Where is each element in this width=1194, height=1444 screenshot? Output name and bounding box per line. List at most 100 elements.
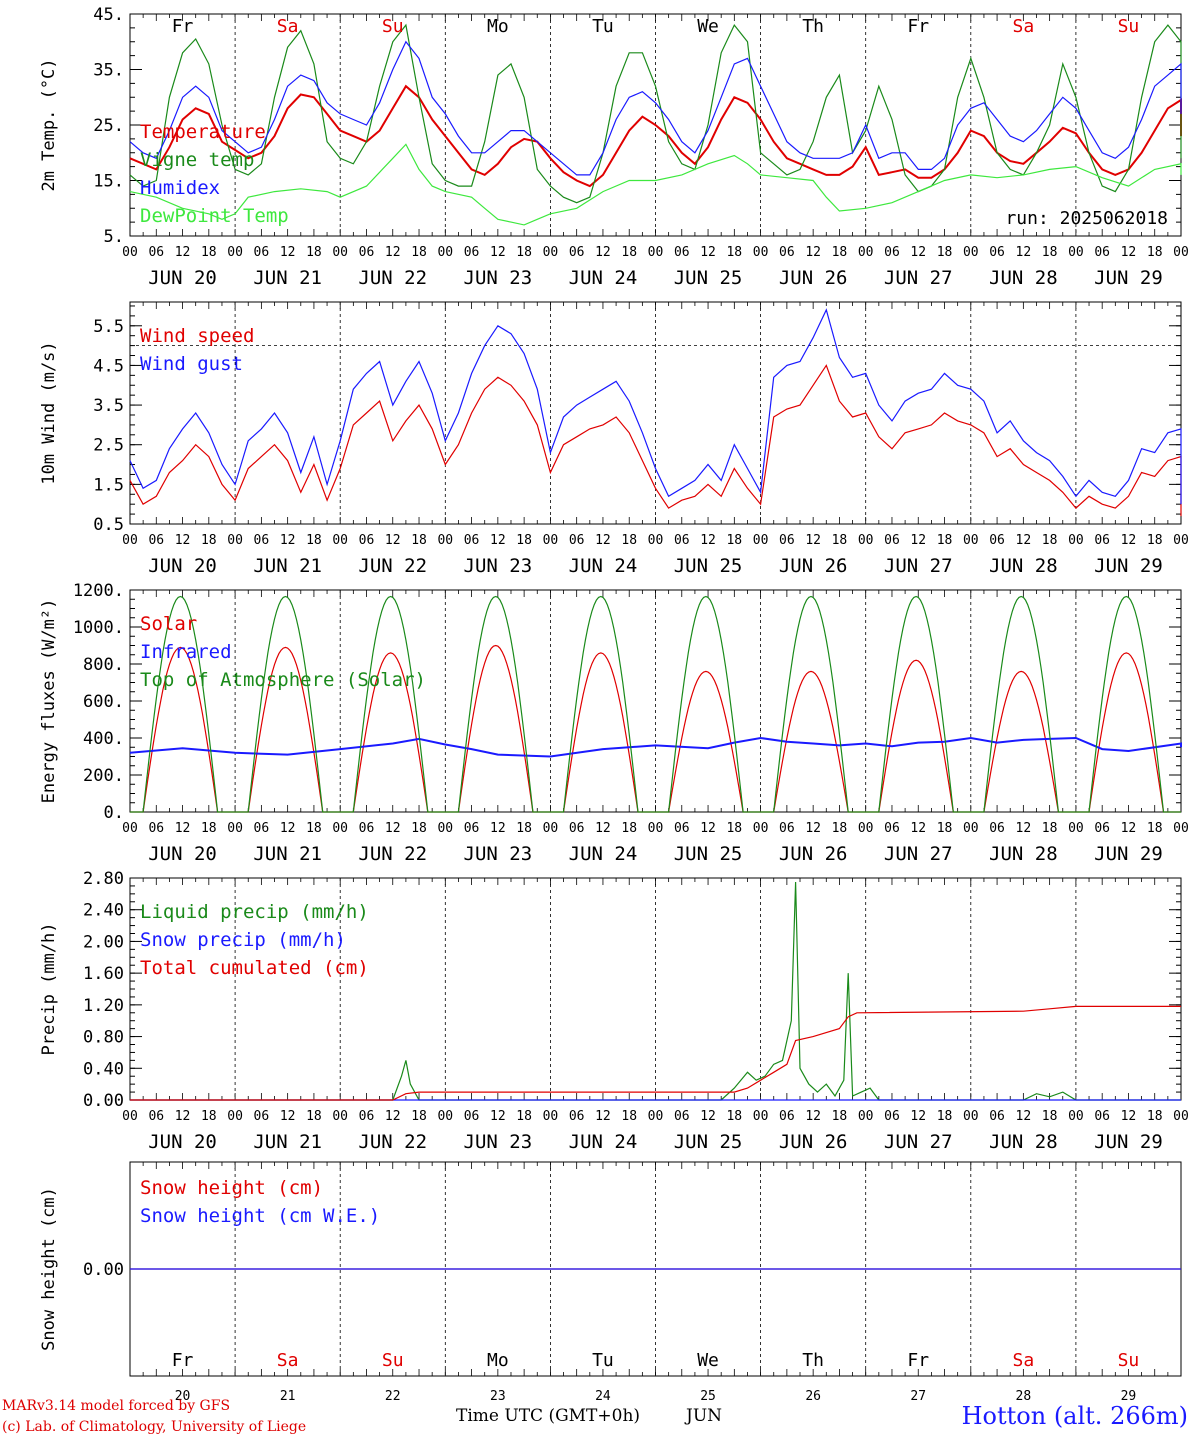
y-tick-label: 0.00	[83, 1091, 124, 1111]
hour-tick-label: 12	[175, 533, 191, 548]
hour-tick-label: 18	[726, 245, 742, 260]
y-tick-label: 0.40	[83, 1059, 124, 1079]
date-label: JUN 20	[148, 555, 217, 577]
hour-tick-label: 12	[595, 533, 611, 548]
hour-tick-label: 12	[805, 533, 821, 548]
weekday-label: Sa	[1013, 1350, 1035, 1371]
panel-flux	[129, 589, 1182, 813]
hour-tick-label: 06	[254, 533, 270, 548]
hour-tick-label: 18	[1042, 533, 1058, 548]
hour-tick-label: 06	[674, 245, 690, 260]
day-number-label: 20	[175, 1389, 191, 1404]
hour-tick-label: 12	[280, 245, 296, 260]
hour-tick-label: 00	[227, 533, 243, 548]
weekday-label: Su	[1118, 16, 1140, 37]
hour-tick-label: 12	[1016, 533, 1032, 548]
y-tick-label: 5.5	[93, 317, 124, 337]
hour-tick-label: 18	[832, 533, 848, 548]
hour-tick-label: 12	[910, 821, 926, 836]
date-label: JUN 25	[674, 843, 743, 865]
hour-tick-label: 12	[175, 245, 191, 260]
y-axis-title: Snow height (cm)	[39, 1187, 59, 1351]
hour-tick-label: 06	[1094, 245, 1110, 260]
date-label: JUN 29	[1094, 555, 1163, 577]
series-line-wind-gust	[129, 308, 1182, 505]
hour-tick-label: 12	[700, 245, 716, 260]
y-axis-title: 10m Wind (m/s)	[39, 341, 59, 484]
hour-tick-label: 06	[884, 533, 900, 548]
hour-tick-label: 00	[963, 1109, 979, 1124]
hour-tick-label: 00	[858, 533, 874, 548]
hour-tick-label: 00	[858, 245, 874, 260]
hour-tick-label: 00	[122, 1109, 138, 1124]
hour-tick-label: 18	[1042, 245, 1058, 260]
y-tick-label: 2.5	[93, 436, 124, 456]
weekday-label: Tu	[592, 1350, 614, 1371]
weekday-label: Sa	[277, 1350, 299, 1371]
hour-tick-label: 06	[674, 533, 690, 548]
legend-entry: Vigne temp	[140, 149, 254, 171]
hour-tick-label: 18	[1042, 1109, 1058, 1124]
series-line-total-cumulated-cm-	[130, 1005, 1181, 1101]
hour-tick-label: 12	[490, 1109, 506, 1124]
hour-tick-label: 00	[122, 533, 138, 548]
hour-tick-label: 06	[359, 821, 375, 836]
hour-tick-label: 18	[516, 1109, 532, 1124]
legend-entry: Total cumulated (cm)	[140, 957, 369, 979]
hour-tick-label: 18	[516, 821, 532, 836]
y-tick-label: 2.80	[83, 869, 124, 889]
date-label: JUN 26	[779, 267, 848, 289]
legend-entry: Wind speed	[140, 325, 254, 347]
hour-tick-label: 00	[227, 245, 243, 260]
hour-tick-label: 06	[464, 245, 480, 260]
hour-tick-label: 00	[858, 1109, 874, 1124]
y-tick-label: 3.5	[93, 396, 124, 416]
legend-entry: Liquid precip (mm/h)	[140, 901, 369, 923]
hour-tick-label: 00	[753, 1109, 769, 1124]
hour-tick-label: 00	[227, 1109, 243, 1124]
series-line-top-of-atmosphere-solar-	[130, 595, 1181, 813]
y-tick-label: 800.	[83, 655, 124, 675]
hour-tick-label: 00	[1068, 245, 1084, 260]
hour-tick-label: 12	[490, 821, 506, 836]
y-tick-label: 15.	[93, 172, 124, 192]
weekday-label: Fr	[172, 16, 194, 37]
model-credit-line2: (c) Lab. of Climatology, University of L…	[2, 1419, 307, 1435]
legend-entry: Infrared	[140, 641, 232, 663]
hour-tick-label: 00	[332, 245, 348, 260]
hour-tick-label: 12	[805, 821, 821, 836]
hour-tick-label: 18	[937, 533, 953, 548]
hour-tick-label: 18	[621, 533, 637, 548]
day-number-label: 26	[805, 1389, 821, 1404]
hour-tick-label: 18	[1147, 821, 1163, 836]
date-label: JUN 22	[358, 555, 427, 577]
hour-tick-label: 12	[595, 821, 611, 836]
hour-tick-label: 18	[1147, 1109, 1163, 1124]
hour-tick-label: 12	[1121, 533, 1137, 548]
hour-tick-label: 06	[779, 1109, 795, 1124]
date-label: JUN 23	[464, 843, 533, 865]
date-label: JUN 20	[148, 1131, 217, 1153]
hour-tick-label: 06	[1094, 821, 1110, 836]
panel-wind	[129, 301, 1182, 525]
date-label: JUN 21	[253, 267, 322, 289]
month-label: JUN	[686, 1406, 723, 1426]
day-number-label: 28	[1016, 1389, 1032, 1404]
legend-entry: Snow height (cm W.E.)	[140, 1205, 380, 1227]
hour-tick-label: 00	[437, 533, 453, 548]
run-annotation: run: 2025062018	[1005, 208, 1168, 229]
hour-tick-label: 06	[674, 1109, 690, 1124]
day-number-label: 27	[910, 1389, 926, 1404]
hour-tick-label: 12	[700, 533, 716, 548]
legend-entry: Snow precip (mm/h)	[140, 929, 346, 951]
date-label: JUN 29	[1094, 1131, 1163, 1153]
hour-tick-label: 06	[148, 245, 164, 260]
hour-tick-label: 12	[280, 533, 296, 548]
hour-tick-label: 00	[437, 245, 453, 260]
hour-tick-label: 00	[437, 821, 453, 836]
hour-tick-label: 18	[411, 1109, 427, 1124]
hour-tick-label: 00	[753, 533, 769, 548]
hour-tick-label: 00	[753, 821, 769, 836]
hour-tick-label: 00	[332, 821, 348, 836]
